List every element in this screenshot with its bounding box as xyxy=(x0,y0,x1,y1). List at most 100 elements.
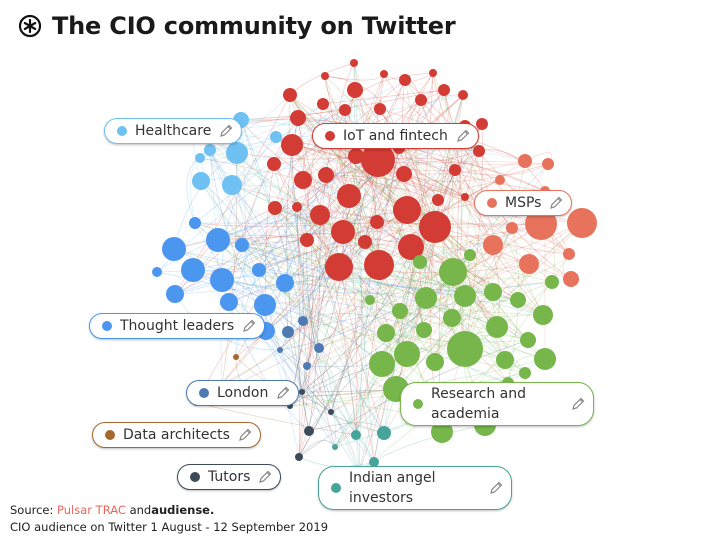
cluster-label: IoT and fintech xyxy=(343,128,448,144)
graph-node xyxy=(235,238,249,252)
graph-edge xyxy=(373,123,483,463)
graph-edge xyxy=(289,94,471,256)
graph-node xyxy=(204,144,216,156)
graph-edge xyxy=(217,239,357,436)
graph-node xyxy=(545,275,559,289)
thought-leaders-dot xyxy=(102,321,112,331)
graph-node xyxy=(365,295,375,305)
cluster-tag-research-academia[interactable]: Research and academia xyxy=(400,382,594,426)
graph-edge xyxy=(296,206,494,293)
title-row: The CIO community on Twitter xyxy=(18,12,456,40)
graph-edge xyxy=(325,174,501,191)
graph-node xyxy=(298,316,308,326)
graph-node xyxy=(392,303,408,319)
graph-node xyxy=(267,157,281,171)
pulsar-trac-brand: Pulsar TRAC xyxy=(57,503,126,517)
graph-edge xyxy=(289,94,546,192)
graph-edge xyxy=(199,157,570,255)
pencil-icon[interactable] xyxy=(238,428,252,442)
pencil-icon[interactable] xyxy=(571,397,585,411)
graph-node xyxy=(276,274,294,292)
cluster-tag-msps[interactable]: MSPs xyxy=(474,190,573,216)
graph-edge xyxy=(297,117,313,458)
graph-edge xyxy=(217,223,542,241)
graph-node xyxy=(189,217,201,229)
graph-node xyxy=(364,250,394,280)
cluster-tag-healthcare[interactable]: Healthcare xyxy=(104,118,243,144)
graph-node xyxy=(351,430,361,440)
footer: Source: Pulsar TRAC andaudiense. CIO aud… xyxy=(10,502,328,536)
graph-node xyxy=(361,143,395,177)
cluster-tag-iot-fintech[interactable]: IoT and fintech xyxy=(312,123,479,149)
graph-edge xyxy=(344,72,434,111)
graph-node xyxy=(380,70,388,78)
graph-node xyxy=(347,82,363,98)
cluster-tag-indian-angel-investors[interactable]: Indian angel investors xyxy=(318,466,512,510)
graph-edge xyxy=(325,62,355,176)
graph-edge xyxy=(284,139,451,284)
graph-edge xyxy=(377,159,572,280)
graph-node xyxy=(369,351,395,377)
graph-node xyxy=(210,268,234,292)
graph-node xyxy=(370,215,384,229)
healthcare-dot xyxy=(117,126,127,136)
graph-node xyxy=(325,253,353,281)
graph-edge xyxy=(198,129,427,299)
graph-edge xyxy=(385,332,506,361)
graph-edge xyxy=(355,264,380,436)
graph-node xyxy=(377,324,395,342)
cluster-tag-thought-leaders[interactable]: Thought leaders xyxy=(89,313,266,339)
graph-node xyxy=(374,103,386,115)
pencil-icon[interactable] xyxy=(489,481,503,495)
graph-node xyxy=(282,326,294,338)
graph-edge xyxy=(306,223,542,367)
cluster-label: Indian angel investors xyxy=(349,470,436,506)
graph-edge xyxy=(231,184,408,211)
graph-edge xyxy=(258,139,451,271)
pencil-icon[interactable] xyxy=(276,386,290,400)
pencil-icon[interactable] xyxy=(549,196,563,210)
graph-node xyxy=(486,316,508,338)
graph-node xyxy=(534,348,556,370)
graph-node xyxy=(394,341,420,367)
graph-node xyxy=(328,409,334,415)
pencil-icon[interactable] xyxy=(258,470,272,484)
graph-node xyxy=(419,211,451,243)
graph-edge xyxy=(355,159,379,436)
graph-node xyxy=(300,233,314,247)
graph-edge xyxy=(217,239,519,301)
graph-edge xyxy=(279,349,385,434)
source-prefix: Source: xyxy=(10,503,58,517)
graph-edge xyxy=(383,226,436,434)
graph-node xyxy=(195,153,205,163)
graph-edge xyxy=(221,241,366,385)
graph-node xyxy=(563,248,575,260)
cluster-tag-london[interactable]: London xyxy=(186,380,300,406)
graph-edge xyxy=(241,244,498,328)
pencil-icon[interactable] xyxy=(219,124,233,138)
graph-node xyxy=(476,118,488,130)
graph-edge xyxy=(369,254,471,301)
graph-node xyxy=(166,285,184,303)
cluster-tag-data-architects[interactable]: Data architects xyxy=(92,422,261,448)
graph-edge xyxy=(221,136,277,281)
graph-edge xyxy=(334,227,513,448)
pencil-icon[interactable] xyxy=(242,319,256,333)
pencil-icon[interactable] xyxy=(456,129,470,143)
graph-edge xyxy=(209,149,286,284)
graph-node xyxy=(520,332,536,348)
graph-node xyxy=(369,457,379,467)
graph-edge xyxy=(236,152,401,312)
graph-edge xyxy=(287,331,310,432)
graph-edge xyxy=(353,62,375,463)
graph-node xyxy=(399,74,411,86)
cluster-tag-tutors[interactable]: Tutors xyxy=(177,464,282,490)
graph-node xyxy=(525,208,557,240)
graph-edge xyxy=(279,349,360,473)
data-architects-dot xyxy=(105,430,115,440)
graph-edge xyxy=(423,281,553,331)
graph-edge xyxy=(279,271,454,351)
graph-node xyxy=(331,220,355,244)
graph-edge xyxy=(306,214,326,367)
graph-edge xyxy=(241,244,546,360)
